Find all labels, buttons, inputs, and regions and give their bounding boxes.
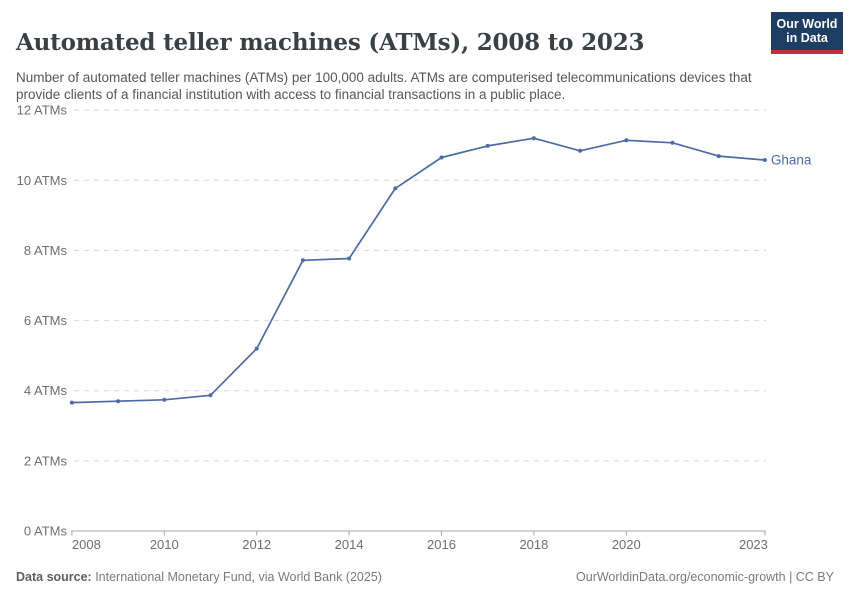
chart-footer: Data source: International Monetary Fund… [16,570,834,584]
data-point[interactable] [485,143,490,148]
data-point[interactable] [393,186,398,191]
data-source-note: Data source: International Monetary Fund… [16,570,382,584]
data-point[interactable] [439,155,444,160]
owid-logo: Our World in Data [771,12,843,54]
y-axis-label: 6 ATMs [24,313,68,328]
data-point[interactable] [624,138,629,143]
y-axis-label: 0 ATMs [24,524,68,539]
y-axis-label: 2 ATMs [24,453,68,468]
x-axis-label: 2016 [427,537,456,552]
y-axis-label: 10 ATMs [17,173,68,188]
y-axis-label: 8 ATMs [24,243,68,258]
owid-logo-line1: Our World [776,17,838,31]
x-axis-label: 2010 [150,537,179,552]
data-line[interactable] [71,137,766,404]
data-point[interactable] [670,140,675,145]
x-axis-label: 2023 [739,537,768,552]
chart-title: Automated teller machines (ATMs), 2008 t… [16,29,645,57]
data-point[interactable] [300,258,305,263]
x-axis-label: 2020 [612,537,641,552]
owid-url-license-link[interactable]: OurWorldinData.org/economic-growth | CC … [576,570,834,584]
data-point[interactable] [578,148,583,153]
data-point[interactable] [762,158,767,162]
data-point[interactable] [208,393,213,398]
y-axis-label: 12 ATMs [17,103,68,118]
data-point[interactable] [254,346,259,351]
chart-subtitle: Number of automated teller machines (ATM… [16,69,752,102]
x-axis-label: 2012 [242,537,271,552]
data-point[interactable] [347,256,352,261]
x-axis-label: 2018 [519,537,548,552]
data-source-value: International Monetary Fund, via World B… [91,570,382,584]
data-source-label: Data source: [16,570,92,584]
x-axis-label: 2008 [72,537,101,552]
owid-logo-line2: in Data [786,31,828,45]
data-point[interactable] [162,397,167,402]
series-label[interactable]: Ghana [771,152,812,167]
data-point[interactable] [116,399,121,404]
y-axis-label: 4 ATMs [24,383,68,398]
data-point[interactable] [531,136,536,141]
data-point[interactable] [716,154,721,159]
x-axis-label: 2014 [335,537,364,552]
data-point[interactable] [69,400,74,405]
